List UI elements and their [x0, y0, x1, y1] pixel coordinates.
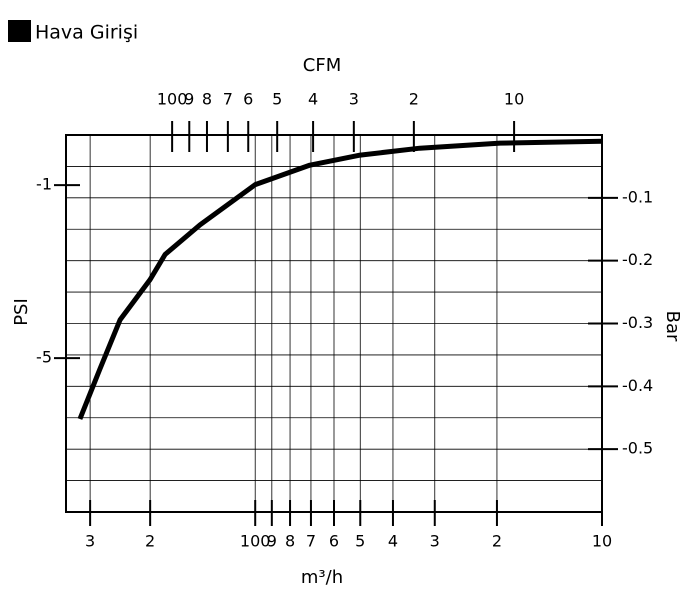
data-line — [77, 138, 603, 420]
x-tick-label: 3 — [430, 532, 440, 551]
x2-tick-label: 3 — [349, 90, 359, 109]
x-tick-label: 9 — [267, 532, 277, 551]
x2-tick-label: 7 — [223, 90, 233, 109]
x2-tick-label: 5 — [272, 90, 282, 109]
legend-swatch — [8, 20, 31, 42]
y2-tick-label: -0.4 — [622, 376, 653, 395]
x2-tick-label: 4 — [308, 90, 318, 109]
x2-tick-label: 100 — [157, 90, 188, 109]
x-tick-label: 100 — [240, 532, 271, 551]
x-tick-label: 2 — [145, 532, 155, 551]
x-tick-label: 4 — [388, 532, 398, 551]
y2-tick-label: -0.3 — [622, 313, 653, 332]
y2-tick-label: -0.5 — [622, 439, 653, 458]
x-axis-label: m³/h — [301, 567, 343, 588]
x-tick-label: 10 — [592, 532, 612, 551]
y-tick-label: -5 — [36, 348, 52, 367]
y2-tick-label: -0.2 — [622, 250, 653, 269]
y-tick-label: -1 — [36, 175, 52, 194]
x2-tick-label: 2 — [409, 90, 419, 109]
x-tick-label: 3 — [85, 532, 95, 551]
y2-tick-label: -0.1 — [622, 187, 653, 206]
x2-tick-label: 10 — [504, 90, 524, 109]
x-tick-label: 7 — [306, 532, 316, 551]
y2-axis-label: Bar — [662, 311, 683, 342]
x-tick-label: 8 — [285, 532, 295, 551]
x2-tick-label: 9 — [184, 90, 194, 109]
x2-tick-label: 6 — [243, 90, 253, 109]
x2-axis-label: CFM — [303, 55, 341, 76]
legend-label: Hava Girişi — [35, 22, 138, 44]
y-axis-label: PSI — [11, 298, 32, 326]
x-tick-label: 2 — [492, 532, 502, 551]
x2-tick-label: 8 — [202, 90, 212, 109]
x-tick-label: 6 — [329, 532, 339, 551]
x-tick-label: 5 — [355, 532, 365, 551]
